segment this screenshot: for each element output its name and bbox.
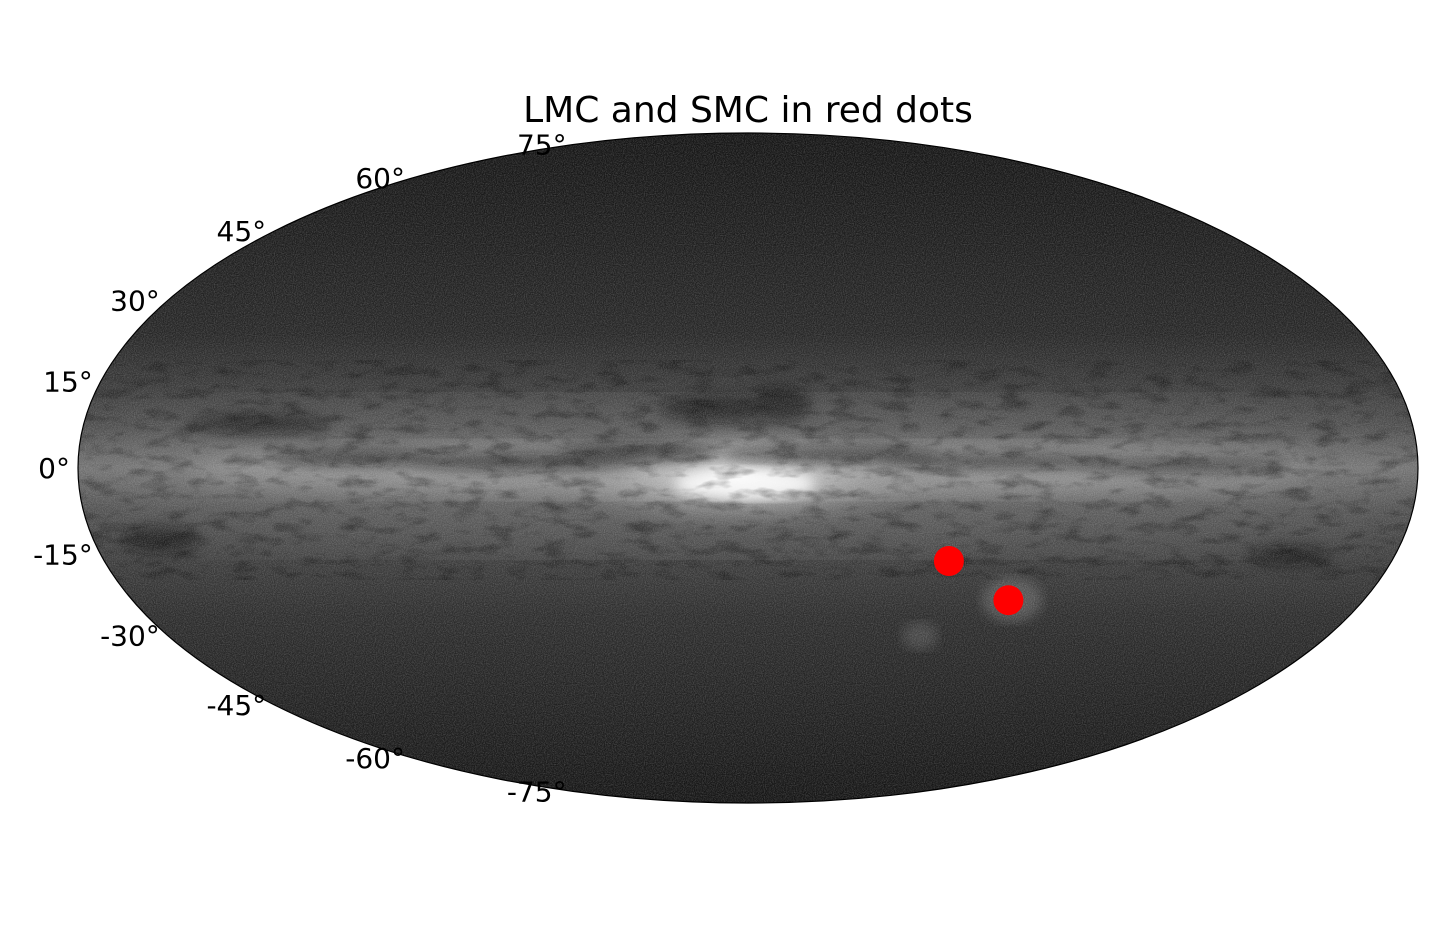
y-tick-label: 15° — [43, 365, 93, 398]
y-tick-label: -45° — [206, 689, 266, 722]
y-tick-label: 0° — [38, 452, 70, 485]
chart-title: LMC and SMC in red dots — [523, 90, 973, 131]
y-tick-label: -60° — [345, 742, 405, 775]
data-markers — [933, 546, 1024, 616]
y-tick-label: 45° — [217, 215, 267, 248]
y-tick-label: 30° — [110, 285, 160, 318]
y-tick-labels: 75° 60° 45° 30° 15° 0° -15° -30° -45° -60° -75° — [33, 128, 567, 808]
scatter-point — [993, 585, 1024, 616]
scatter-point — [933, 546, 964, 576]
y-tick-label: -30° — [100, 620, 160, 653]
y-tick-label: 75° — [517, 128, 567, 161]
y-tick-label: -75° — [507, 776, 567, 809]
y-tick-label: -15° — [33, 539, 93, 572]
sky-map-background — [78, 133, 1418, 803]
sky-map-frame — [77, 132, 1419, 804]
y-tick-label: 60° — [355, 162, 405, 195]
